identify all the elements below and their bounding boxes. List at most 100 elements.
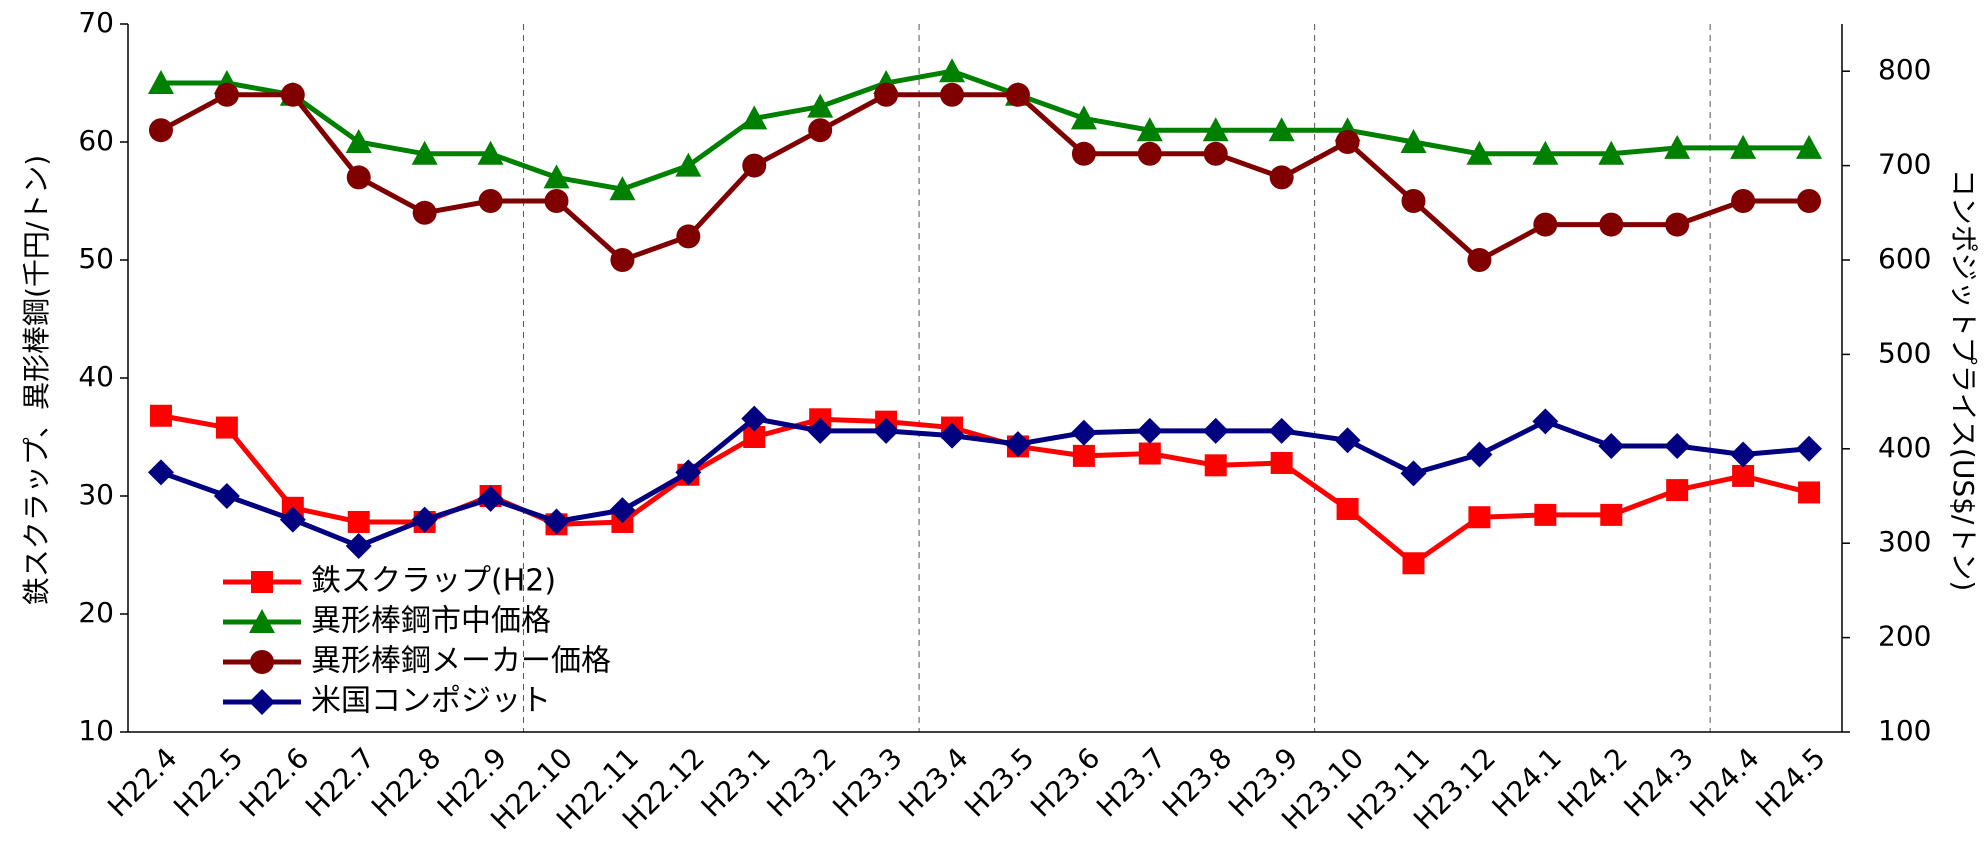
data-point [610,248,635,272]
data-point [1796,435,1823,462]
data-point [1664,134,1691,159]
data-point [1598,140,1625,165]
data-point [1400,129,1427,153]
data-point [215,416,238,439]
x-tick-label: H23.6 [1024,741,1106,823]
data-point [1070,105,1097,130]
y-tick-label: 70 [78,6,114,39]
data-point [543,508,570,535]
x-tick-label: H22.6 [233,741,315,823]
data-point [1532,140,1559,165]
data-point [411,140,438,165]
data-point [1202,417,1229,444]
data-point [477,485,504,512]
data-point [1466,441,1493,468]
data-point [675,459,702,486]
data-point [1270,451,1293,474]
data-point [213,483,240,509]
data-point [940,82,965,107]
x-tick-label: H23.5 [958,741,1040,823]
data-point [1598,432,1625,459]
data-point [1796,134,1823,159]
data-point [1798,481,1821,504]
x-tick-label: H24.2 [1552,741,1634,823]
data-point [347,510,370,533]
data-point [1138,442,1161,465]
x-tick-label: H24.4 [1683,741,1765,823]
data-point [675,152,702,177]
data-point [874,82,899,107]
y-tick-label: 40 [78,360,114,393]
data-point [1202,117,1229,142]
data-point [1334,427,1361,454]
data-point [1732,464,1755,487]
data-point [741,405,768,432]
data-point [478,189,503,213]
data-point [1532,408,1559,435]
x-tick-label: H23.8 [1156,741,1238,823]
data-point [1268,117,1295,142]
data-point [1070,419,1097,446]
y-tick-label: 50 [78,242,114,275]
data-point [280,82,305,107]
data-point [742,153,767,178]
data-point [1400,460,1427,487]
x-tick-label: H22.7 [299,741,381,823]
y2-tick-label: 100 [1878,714,1931,747]
x-tick-label: H23.3 [826,741,908,823]
y2-tick-label: 500 [1878,336,1931,369]
legend-label: 異形棒鋼メーカー価格 [311,644,611,679]
data-point [412,200,437,225]
data-point [1599,212,1624,237]
data-point [1467,248,1492,272]
x-tick-label: H24.3 [1617,741,1699,823]
data-point [147,70,174,94]
data-point [1730,134,1757,159]
x-tick-label: H24.5 [1749,741,1831,823]
data-point [1401,189,1426,213]
data-point [873,417,900,444]
y-tick-label: 30 [78,478,114,511]
data-point [148,118,173,143]
data-point [543,164,570,189]
y2-tick-label: 300 [1878,525,1931,558]
y2-tick-label: 700 [1878,148,1931,181]
data-point [346,165,371,190]
data-point [1402,552,1425,575]
data-point [741,105,768,130]
data-point [1136,417,1163,444]
x-tick-label: H23.1 [695,741,777,823]
x-tick-label: H24.1 [1486,741,1568,823]
legend-label: 異形棒鋼市中価格 [311,604,551,639]
y-tick-label: 60 [78,124,114,157]
data-point [1666,479,1689,502]
data-point [1268,417,1295,444]
data-point [1072,444,1095,467]
data-point [1468,506,1491,529]
data-point [1664,432,1691,459]
data-point [345,533,372,560]
data-point [1203,141,1228,166]
x-tick-label: H23.2 [760,741,842,823]
data-point [149,404,172,427]
data-point [609,497,636,524]
data-point [807,417,834,444]
data-point [1600,503,1623,526]
data-point [1533,212,1558,237]
data-point [147,459,174,486]
y2-tick-label: 200 [1878,620,1931,653]
data-point [279,506,306,533]
data-point [1335,130,1360,154]
x-tick-label: H23.4 [892,741,974,823]
data-point [808,118,833,143]
series-line [160,416,1810,549]
legend-label: 米国コンポジット [311,684,551,719]
data-point [1730,441,1757,468]
data-point [1665,212,1690,237]
y2-axis-label: コンポジットプライス(US$/トン) [1947,169,1980,592]
data-point [1137,141,1162,166]
y-axis-label: 鉄スクラップ、異形棒鋼(千円/トン) [20,155,53,605]
data-point [807,93,834,118]
series-line [159,92,1810,263]
legend-marker [251,571,273,593]
